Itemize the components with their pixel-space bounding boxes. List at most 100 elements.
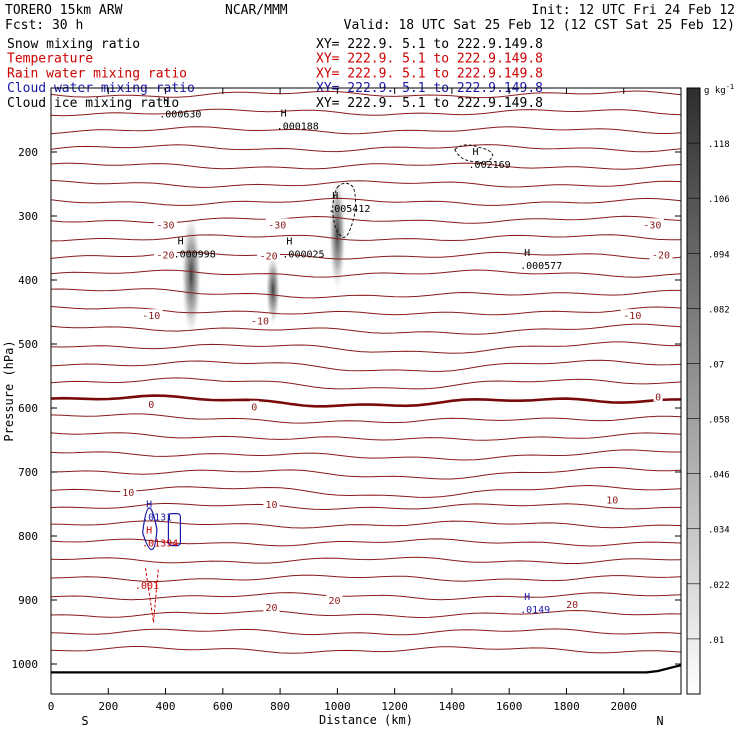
colorbar-label: .094	[708, 250, 730, 260]
field-xy: XY= 222.9. 5.1 to 222.9.149.8	[316, 96, 543, 111]
max-marker-h: H	[178, 237, 184, 248]
max-value: .000188	[277, 122, 319, 133]
y-tick-label: 400	[18, 274, 38, 287]
isotherm-line	[51, 90, 681, 99]
rain-contour	[145, 567, 159, 623]
org-label: NCAR/MMM	[225, 3, 288, 18]
isotherm-line	[51, 592, 681, 601]
isotherm-label: 20	[265, 603, 277, 614]
y-tick-label: 900	[18, 594, 38, 607]
max-value: .01394	[142, 538, 178, 549]
max-value: .000998	[174, 250, 216, 261]
isotherm-label-bg	[154, 218, 178, 230]
isotherm-line	[51, 288, 681, 299]
model-title: TORERO 15km ARW	[5, 3, 123, 18]
isotherm-line	[51, 394, 681, 408]
isotherm-label-bg	[649, 248, 673, 260]
colorbar-label: .034	[708, 526, 730, 536]
colorbar-label: .07	[708, 360, 724, 370]
isotherm-line	[51, 466, 681, 480]
isotherm-label-bg	[265, 218, 289, 230]
max-marker-h: H	[524, 248, 530, 259]
isotherm-label: 0	[251, 403, 257, 414]
x-tick-label: 400	[156, 700, 176, 713]
y-tick-label: 700	[18, 466, 38, 479]
max-marker-h: H	[286, 237, 292, 248]
max-marker-h: H	[163, 97, 169, 108]
colorbar-label: .058	[708, 416, 730, 426]
field-legend: Snow mixing ratio XY= 222.9. 5.1 to 222.9…	[7, 37, 543, 111]
x-tick-label: 800	[270, 700, 290, 713]
isotherm-line	[51, 484, 681, 498]
snow-column	[266, 254, 280, 325]
y-tick-label: 200	[18, 146, 38, 159]
isotherm-line	[51, 556, 681, 564]
isotherm-line	[51, 108, 681, 117]
isotherm-line	[51, 520, 681, 529]
max-marker-h: H	[146, 500, 152, 511]
isotherm-label-bg	[139, 309, 163, 321]
colorbar-ramp	[686, 87, 701, 695]
max-value: .0149	[520, 605, 550, 616]
isotherm-label-bg	[154, 248, 178, 260]
colorbar-label: .022	[708, 581, 730, 591]
y-axis-label: Pressure (hPa)	[2, 340, 16, 441]
north-end-label: N	[656, 714, 663, 728]
y-tick-label: 600	[18, 402, 38, 415]
isotherm-label-bg	[249, 400, 259, 412]
max-marker-h: H	[146, 525, 152, 536]
isotherm-line	[51, 609, 681, 619]
x-tick-label: 1200	[381, 700, 408, 713]
isotherm-label-bg	[120, 485, 137, 497]
forecast-hour: Fcst: 30 h	[5, 18, 83, 33]
field-name: Rain water mixing ratio	[7, 66, 187, 81]
isotherm-label-bg	[653, 390, 663, 402]
contour-labels: -30 -30 -30 -20 -20 -20 -10 -10 -10 0 0 0 10 10 10 20 20…	[120, 97, 673, 616]
x-tick-label: 2000	[610, 700, 637, 713]
axes: 0 200 400 600 800 1000 1200 1400 1600 1800 2000200…	[12, 88, 681, 713]
max-value: .002169	[469, 160, 511, 171]
cloud-water-contour	[142, 507, 158, 551]
isotherm-line	[51, 628, 681, 636]
init-time: Init: 12 UTC Fri 24 Feb 12	[532, 3, 736, 18]
hydrometeor-contours	[142, 144, 494, 623]
south-end-label: S	[81, 714, 88, 728]
isotherm-label-bg	[604, 493, 621, 505]
isotherm-line	[51, 180, 681, 188]
isotherm-line	[51, 574, 681, 583]
isotherm-label: 0	[655, 392, 661, 403]
field-xy: XY= 222.9. 5.1 to 222.9.149.8	[316, 52, 543, 67]
field-xy: XY= 222.9. 5.1 to 222.9.149.8	[316, 81, 543, 96]
field-name: Cloud ice mixing ratio	[7, 96, 179, 111]
isotherm-label: -30	[157, 220, 175, 231]
isotherm-label-bg	[248, 314, 272, 326]
colorbar-label: .118	[708, 140, 730, 150]
isotherm-label: 10	[265, 500, 277, 511]
header: TORERO 15km ARW NCAR/MMM Init: 12 UTC Fr…	[5, 3, 735, 33]
isotherm-line	[51, 377, 681, 390]
isotherm-line	[51, 197, 681, 206]
field-xy: XY= 222.9. 5.1 to 222.9.149.8	[316, 66, 543, 81]
ground-surface	[51, 664, 681, 674]
isotherm-line	[51, 646, 681, 654]
isotherm-label: 10	[122, 488, 134, 499]
x-tick-label: 1600	[496, 700, 523, 713]
snow-column	[181, 216, 201, 335]
isotherm-label: -20	[260, 252, 278, 263]
isotherm-line	[51, 144, 681, 153]
max-marker-h: H	[332, 191, 338, 202]
x-tick-label: 0	[48, 700, 55, 713]
x-tick-label: 1800	[553, 700, 580, 713]
isotherm-label: -20	[652, 250, 670, 261]
max-marker-h: H	[524, 592, 530, 603]
isotherm-line	[51, 449, 681, 461]
field-xy: XY= 222.9. 5.1 to 222.9.149.8	[316, 37, 543, 52]
isotherm-label: -30	[268, 220, 286, 231]
x-tick-label: 200	[98, 700, 118, 713]
isotherm-line	[51, 251, 681, 260]
isotherm-label: -10	[251, 316, 269, 327]
isotherm-label: 20	[566, 600, 578, 611]
isotherm-line	[51, 432, 681, 441]
max-value: .001	[135, 581, 159, 592]
